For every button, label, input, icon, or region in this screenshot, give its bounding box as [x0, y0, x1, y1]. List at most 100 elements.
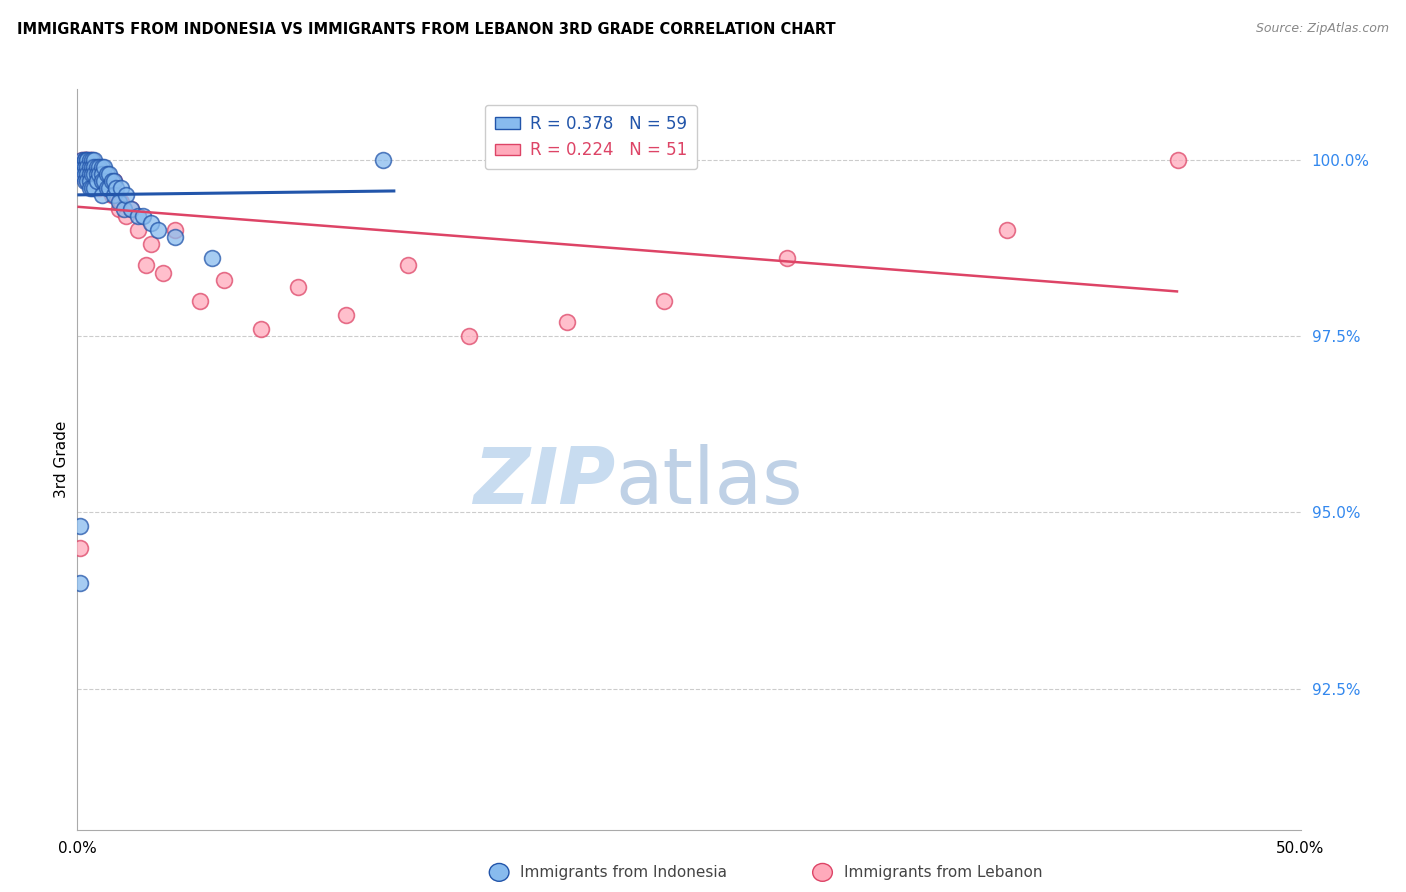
Point: [79, 174, 101, 188]
Point: [287, 279, 309, 293]
Point: [80, 153, 103, 167]
Point: [80, 174, 103, 188]
Point: [70, 153, 93, 167]
Y-axis label: 3rd Grade: 3rd Grade: [53, 421, 69, 498]
Point: [98, 181, 121, 195]
Point: [132, 209, 155, 223]
Point: [100, 188, 122, 202]
Point: [70, 153, 93, 167]
Point: [86, 174, 108, 188]
Text: Source: ZipAtlas.com: Source: ZipAtlas.com: [1256, 22, 1389, 36]
Point: [139, 237, 162, 252]
Point: [103, 188, 125, 202]
Point: [212, 272, 235, 286]
Point: [90, 174, 112, 188]
Point: [69, 541, 91, 555]
Point: [76, 160, 98, 174]
Point: [335, 308, 357, 322]
Point: [110, 194, 132, 209]
Point: [76, 160, 98, 174]
Point: [89, 181, 111, 195]
Point: [396, 259, 419, 273]
Point: [120, 202, 142, 216]
Point: [76, 174, 98, 188]
Point: [90, 188, 112, 202]
Point: [76, 153, 98, 167]
Point: [96, 181, 118, 195]
Point: [93, 174, 115, 188]
Text: atlas: atlas: [616, 443, 803, 520]
Point: [146, 223, 169, 237]
Text: Immigrants from Lebanon: Immigrants from Lebanon: [844, 865, 1042, 880]
Point: [120, 202, 142, 216]
Point: [250, 322, 273, 336]
Point: [79, 181, 101, 195]
Point: [105, 181, 128, 195]
Point: [83, 153, 105, 167]
Point: [103, 174, 125, 188]
Point: [1167, 153, 1189, 167]
Point: [76, 167, 98, 181]
Point: [139, 216, 162, 230]
Point: [73, 174, 96, 188]
Point: [69, 167, 91, 181]
Point: [79, 160, 101, 174]
Point: [90, 167, 112, 181]
Point: [89, 167, 111, 181]
Point: [555, 315, 578, 329]
Point: [73, 153, 96, 167]
Point: [96, 181, 118, 195]
Point: [76, 174, 98, 188]
Point: [96, 167, 118, 181]
Point: [201, 252, 224, 266]
Point: [80, 160, 103, 174]
Point: [79, 153, 101, 167]
Text: ZIP: ZIP: [474, 443, 616, 520]
Point: [80, 167, 103, 181]
Point: [188, 293, 211, 308]
Point: [69, 519, 91, 533]
Point: [457, 329, 479, 343]
Point: [69, 575, 91, 590]
Point: [83, 174, 105, 188]
Point: [165, 230, 187, 244]
Point: [89, 167, 111, 181]
Point: [152, 266, 174, 280]
Point: [86, 160, 108, 174]
Point: [371, 153, 394, 167]
Point: [80, 160, 103, 174]
Point: [108, 194, 131, 209]
Point: [654, 293, 676, 308]
Legend: R = 0.378   N = 59, R = 0.224   N = 51: R = 0.378 N = 59, R = 0.224 N = 51: [485, 105, 697, 169]
Point: [112, 202, 135, 216]
Point: [73, 160, 96, 174]
Point: [79, 174, 101, 188]
Point: [76, 153, 98, 167]
Point: [73, 160, 96, 174]
Point: [98, 181, 121, 195]
Point: [100, 174, 122, 188]
Point: [115, 188, 138, 202]
Point: [103, 174, 125, 188]
Point: [108, 202, 131, 216]
Point: [127, 223, 149, 237]
Point: [80, 153, 103, 167]
Point: [115, 209, 138, 223]
Text: Immigrants from Indonesia: Immigrants from Indonesia: [520, 865, 727, 880]
Point: [995, 223, 1018, 237]
Point: [135, 259, 157, 273]
Point: [83, 160, 105, 174]
Point: [76, 153, 98, 167]
Point: [79, 167, 101, 181]
Point: [93, 160, 115, 174]
Point: [73, 153, 96, 167]
Point: [165, 223, 187, 237]
Point: [90, 160, 112, 174]
Point: [79, 153, 101, 167]
Point: [83, 160, 105, 174]
Point: [70, 167, 93, 181]
Point: [90, 174, 112, 188]
Point: [79, 160, 101, 174]
Point: [73, 153, 96, 167]
Point: [90, 167, 112, 181]
